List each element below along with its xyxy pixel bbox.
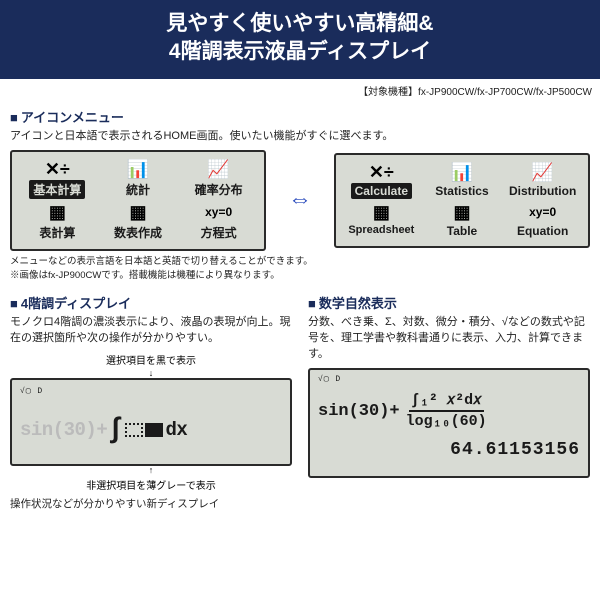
note-line1: メニューなどの表示言語を日本語と英語で切り替えることができます。 — [10, 255, 590, 269]
section3-desc: 分数、べき乗、Σ、対数、微分・積分、√などの数式や記号を、理工学書や教科書通りに… — [308, 315, 590, 363]
stats-icon: 📊 — [451, 161, 473, 183]
section2-caption: 操作状況などが分かりやすい新ディスプレイ — [10, 496, 292, 511]
swap-arrow-icon: ⇔ — [288, 186, 312, 214]
anno-bot: 非選択項目を薄グレーで表示 — [10, 477, 292, 492]
section1-desc: アイコンと日本語で表示されるHOME画面。使いたい機能がすぐに選べます。 — [10, 129, 590, 145]
expr-light: sin(30)+ — [20, 419, 107, 441]
integral-icon: ∫ — [107, 415, 123, 446]
dist-icon: 📈 — [531, 161, 553, 183]
icon-label: 数表作成 — [110, 223, 166, 242]
arrow-down-icon: ↓ — [10, 369, 292, 378]
icon-label: 表計算 — [35, 223, 79, 242]
section2-title: 4階調ディスプレイ — [10, 293, 292, 312]
icon-basic-calc: ✕÷基本計算 — [19, 158, 95, 199]
icon-distribution: 📈Distribution — [505, 161, 581, 199]
lcd2-result: 64.61153156 — [318, 440, 580, 460]
dist-icon: 📈 — [207, 158, 229, 180]
icon-calculate: ✕÷Calculate — [343, 161, 419, 199]
screen-japanese: ✕÷基本計算 📊統計 📈確率分布 ▦表計算 ▦数表作成 xy=0方程式 — [10, 150, 266, 251]
icon-spreadsheet-en: ▦Spreadsheet — [343, 201, 419, 239]
icon-label: Equation — [513, 223, 572, 239]
icon-statistics: 📊Statistics — [424, 161, 500, 199]
sheet-icon: ▦ — [373, 201, 390, 223]
icon-label: Calculate — [351, 183, 412, 199]
frac-den: log₁₀(60) — [404, 412, 489, 432]
lcd-4tone: √▢ D sin(30)+ ∫ dx — [10, 378, 292, 466]
model-list: 【対象機種】fx-JP900CW/fx-JP700CW/fx-JP500CW — [0, 79, 600, 103]
fraction: ∫₁² 𝑥²d𝑥 log₁₀(60) — [404, 392, 489, 432]
icon-table: ▦数表作成 — [100, 201, 176, 242]
frac-num: ∫₁² 𝑥²d𝑥 — [409, 392, 484, 412]
icon-label: Statistics — [431, 183, 492, 199]
arrow-up-icon: ↑ — [10, 466, 292, 475]
calc-icon: ✕÷ — [369, 161, 394, 183]
expr2-left: sin(30)+ — [318, 402, 400, 421]
icon-label: Table — [443, 223, 481, 239]
header-line2: 4階調表示液晶ディスプレイ — [0, 38, 600, 66]
anno-top: 選択項目を黒で表示 — [10, 352, 292, 367]
lcd-natural: √▢ D sin(30)+ ∫₁² 𝑥²d𝑥 log₁₀(60) 64.6115… — [308, 368, 590, 478]
header-banner: 見やすく使いやすい高精細& 4階調表示液晶ディスプレイ — [0, 0, 600, 79]
section2-desc: モノクロ4階調の濃淡表示により、液晶の表現が向上。現在の選択箇所や次の操作が分か… — [10, 315, 292, 347]
icon-table-en: ▦Table — [424, 201, 500, 239]
icon-label: 方程式 — [197, 223, 241, 242]
icon-stats: 📊統計 — [100, 158, 176, 199]
sheet-icon: ▦ — [49, 201, 66, 223]
lcd2-expression: sin(30)+ ∫₁² 𝑥²d𝑥 log₁₀(60) — [318, 384, 580, 440]
stats-icon: 📊 — [127, 158, 149, 180]
section1-title: アイコンメニュー — [10, 107, 590, 126]
icon-label: 基本計算 — [29, 180, 85, 199]
section1-note: メニューなどの表示言語を日本語と英語で切り替えることができます。 ※画像はfx-… — [10, 255, 590, 284]
calc-icon: ✕÷ — [45, 158, 70, 180]
icon-spreadsheet: ▦表計算 — [19, 201, 95, 242]
lcd2-indicator: √▢ D — [318, 374, 580, 384]
screens-row: ✕÷基本計算 📊統計 📈確率分布 ▦表計算 ▦数表作成 xy=0方程式 ⇔ ✕÷… — [10, 150, 590, 251]
icon-label: 統計 — [122, 180, 154, 199]
icon-label: Spreadsheet — [344, 223, 418, 237]
expr-dx: dx — [166, 419, 188, 441]
section3-title: 数学自然表示 — [308, 293, 590, 312]
lcd-expression: sin(30)+ ∫ dx — [20, 398, 282, 462]
icon-equation-en: xy=0Equation — [505, 201, 581, 239]
icon-dist: 📈確率分布 — [181, 158, 257, 199]
icon-equation: xy=0方程式 — [181, 201, 257, 242]
icon-label: 確率分布 — [191, 180, 247, 199]
int-body-box — [145, 422, 163, 438]
lcd-indicator: √▢ D — [20, 386, 282, 396]
table-icon: ▦ — [453, 201, 470, 223]
screen-english: ✕÷Calculate 📊Statistics 📈Distribution ▦S… — [334, 153, 590, 248]
int-upper-box — [125, 422, 143, 438]
icon-label: Distribution — [505, 183, 580, 199]
header-line1: 見やすく使いやすい高精細& — [0, 10, 600, 38]
note-line2: ※画像はfx-JP900CWです。搭載機能は機種により異なります。 — [10, 269, 590, 283]
eq-icon: xy=0 — [205, 201, 232, 223]
eq-icon: xy=0 — [529, 201, 556, 223]
table-icon: ▦ — [129, 201, 146, 223]
